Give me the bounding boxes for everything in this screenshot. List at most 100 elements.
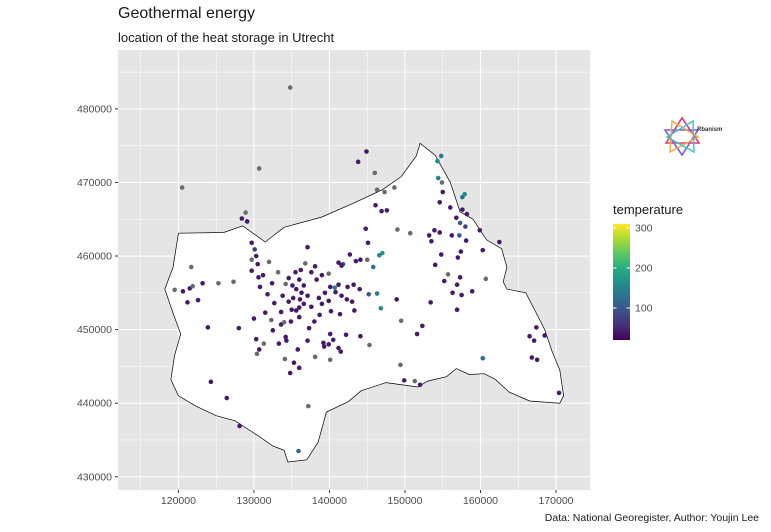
heat-storage-point xyxy=(372,170,378,176)
x-tick-label: 120000 xyxy=(161,495,196,507)
heat-storage-point xyxy=(188,264,194,270)
heat-storage-point xyxy=(283,281,288,287)
heat-storage-point xyxy=(269,317,274,323)
heat-storage-point xyxy=(401,378,407,383)
heat-storage-point xyxy=(216,280,221,286)
y-tick-label: 470000 xyxy=(77,177,112,189)
heat-storage-point xyxy=(382,189,387,195)
chart-caption: Data: National Georegister, Author: Youj… xyxy=(544,512,759,524)
heat-storage-point xyxy=(531,338,537,343)
y-tick-label: 440000 xyxy=(77,398,112,410)
heat-storage-point xyxy=(432,227,437,233)
heat-storage-point xyxy=(249,268,254,274)
heat-storage-point xyxy=(296,365,302,371)
heat-storage-point xyxy=(337,311,343,317)
heat-storage-point xyxy=(253,336,259,342)
province-outline xyxy=(164,142,564,463)
heat-storage-point xyxy=(249,240,254,246)
heat-storage-point xyxy=(338,349,344,354)
heat-storage-point xyxy=(454,307,460,313)
heat-storage-point xyxy=(343,332,349,338)
heat-storage-point xyxy=(364,257,370,262)
heat-storage-point xyxy=(357,286,362,292)
x-tick-label: 170000 xyxy=(538,495,573,507)
heat-storage-point xyxy=(445,272,451,277)
heat-storage-point xyxy=(339,293,344,299)
heat-storage-point xyxy=(398,318,404,324)
heat-storage-point xyxy=(253,253,259,259)
heat-storage-point xyxy=(296,448,301,454)
heat-storage-point xyxy=(185,300,190,305)
heat-storage-point xyxy=(270,328,276,333)
heat-storage-point xyxy=(437,230,443,235)
heat-storage-point xyxy=(283,334,288,340)
heat-storage-point xyxy=(462,191,467,197)
heat-storage-point xyxy=(302,261,308,266)
heat-storage-point xyxy=(261,341,267,346)
heat-storage-point xyxy=(435,175,441,181)
heat-storage-point xyxy=(314,277,319,282)
heat-storage-point xyxy=(179,185,185,190)
legend-title: temperature xyxy=(613,202,684,217)
rbanism-logo xyxy=(660,115,730,160)
heat-storage-point xyxy=(454,282,460,288)
heat-storage-point xyxy=(326,298,332,304)
heat-storage-point xyxy=(392,185,397,190)
heat-storage-point xyxy=(327,357,333,363)
heat-storage-point xyxy=(417,382,423,388)
heat-storage-point xyxy=(293,286,299,292)
heat-storage-point xyxy=(457,275,463,280)
heat-storage-point xyxy=(364,149,369,154)
heat-storage-point xyxy=(316,295,322,301)
heat-storage-point xyxy=(447,205,453,210)
heat-storage-point xyxy=(345,284,350,290)
heat-storage-point xyxy=(349,299,355,304)
heat-storage-point xyxy=(352,308,357,313)
heat-storage-point xyxy=(336,260,341,265)
heat-storage-point xyxy=(306,325,312,331)
heat-storage-point xyxy=(306,403,311,409)
y-tick-label: 450000 xyxy=(77,324,112,336)
x-tick-label: 160000 xyxy=(463,495,498,507)
heat-storage-point xyxy=(289,307,294,313)
heat-storage-point xyxy=(429,239,434,244)
heat-storage-point xyxy=(291,360,297,366)
logo-text: Rbanism xyxy=(697,127,723,133)
heat-storage-point xyxy=(367,342,372,348)
heat-storage-point xyxy=(365,240,371,246)
heat-storage-point xyxy=(224,395,230,401)
heat-storage-point xyxy=(252,247,257,252)
heat-storage-point xyxy=(290,295,296,301)
heat-storage-point xyxy=(460,207,465,212)
heat-storage-point xyxy=(317,312,322,318)
logo-mark-icon xyxy=(663,116,701,157)
heat-storage-point xyxy=(327,331,333,337)
chart-subtitle: location of the heat storage in Utrecht xyxy=(118,30,335,45)
heat-storage-point xyxy=(180,289,186,294)
heat-storage-point xyxy=(344,297,350,302)
heat-storage-point xyxy=(296,314,302,320)
heat-storage-point xyxy=(326,271,332,276)
heat-storage-point xyxy=(480,355,486,361)
legend-label: 200 xyxy=(635,263,653,275)
heat-storage-point xyxy=(366,291,372,297)
heat-storage-point xyxy=(309,304,314,310)
heat-storage-point xyxy=(298,267,304,273)
heat-storage-point xyxy=(380,250,385,256)
heat-storage-point xyxy=(457,233,462,238)
heat-storage-point xyxy=(458,249,464,254)
heat-storage-point xyxy=(351,282,356,288)
heat-storage-point xyxy=(480,247,486,253)
heat-storage-point xyxy=(358,257,363,262)
heat-storage-point xyxy=(355,159,361,165)
heat-storage-point xyxy=(262,310,268,315)
heat-storage-point xyxy=(454,215,459,221)
heat-storage-point xyxy=(287,85,293,90)
heat-storage-point xyxy=(378,305,384,311)
heat-storage-point xyxy=(236,325,242,331)
heat-storage-point xyxy=(435,158,440,164)
heat-storage-point xyxy=(529,355,535,360)
heat-storage-point xyxy=(463,238,469,243)
y-tick-label: 430000 xyxy=(77,471,112,483)
heat-storage-point xyxy=(290,283,295,288)
